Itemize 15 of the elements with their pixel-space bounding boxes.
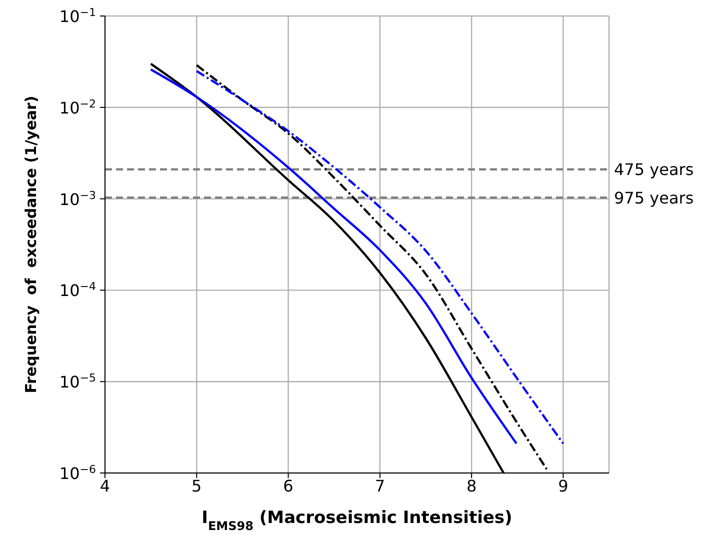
x-tick-label: 7	[374, 476, 386, 496]
x-tick-label: 9	[558, 476, 568, 496]
y-tick-label: 10$^{−2}$	[59, 96, 96, 118]
y-tick-label: 10$^{−3}$	[59, 188, 96, 209]
y-tick-label: 10$^{−6}$	[59, 462, 96, 483]
x-tick-label: 6	[283, 476, 294, 496]
ref-line-label: 975 years	[614, 188, 694, 208]
x-tick-label: 4	[100, 476, 110, 496]
x-tick-label: 5	[192, 476, 202, 496]
ref-line-label: 475 years	[614, 160, 694, 180]
y-axis-title: Frequency of exceedance (1/year)	[22, 96, 40, 394]
x-tick-label: 8	[466, 476, 477, 496]
y-tick-label: 10$^{−4}$	[59, 280, 96, 300]
y-tick-label: 10$^{−5}$	[59, 371, 96, 392]
x-axis-title: I$_{EMS98}$ (Macroseismic Intensities)	[202, 508, 512, 533]
